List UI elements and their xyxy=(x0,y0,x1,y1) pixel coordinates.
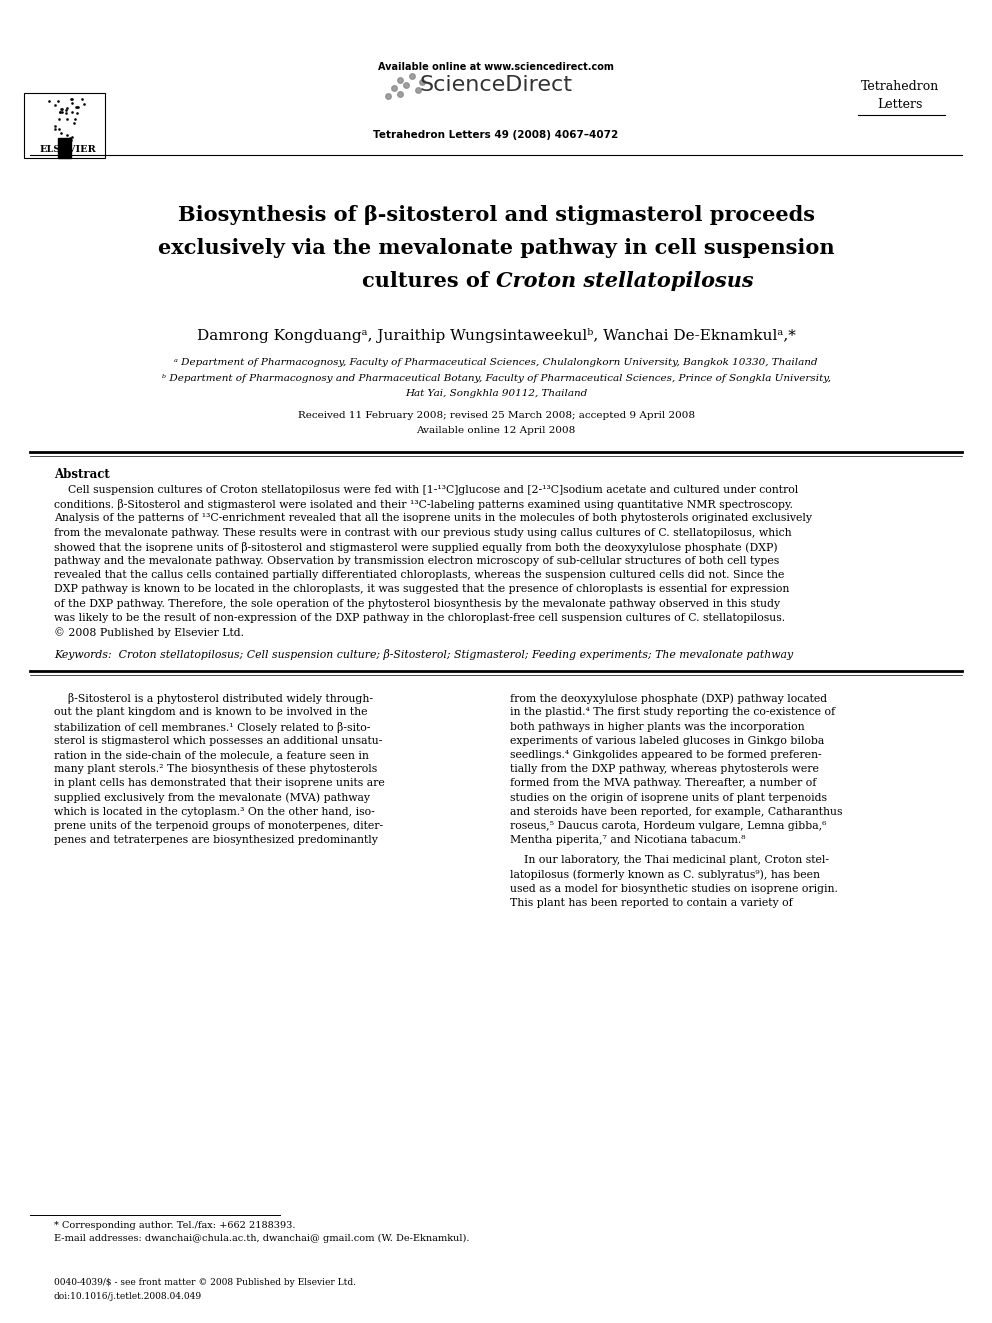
Text: studies on the origin of isoprene units of plant terpenoids: studies on the origin of isoprene units … xyxy=(510,792,827,803)
Text: Received 11 February 2008; revised 25 March 2008; accepted 9 April 2008: Received 11 February 2008; revised 25 Ma… xyxy=(298,411,694,419)
Text: cultures of: cultures of xyxy=(362,271,496,291)
Text: exclusively via the mevalonate pathway in cell suspension: exclusively via the mevalonate pathway i… xyxy=(158,238,834,258)
Text: formed from the MVA pathway. Thereafter, a number of: formed from the MVA pathway. Thereafter,… xyxy=(510,778,816,789)
Text: roseus,⁵ Daucus carota, Hordeum vulgare, Lemna gibba,⁶: roseus,⁵ Daucus carota, Hordeum vulgare,… xyxy=(510,822,826,831)
Text: stabilization of cell membranes.¹ Closely related to β-sito-: stabilization of cell membranes.¹ Closel… xyxy=(54,721,370,733)
Text: seedlings.⁴ Ginkgolides appeared to be formed preferen-: seedlings.⁴ Ginkgolides appeared to be f… xyxy=(510,750,821,759)
Text: ScienceDirect: ScienceDirect xyxy=(420,75,572,95)
Bar xyxy=(59,138,70,159)
Text: * Corresponding author. Tel./fax: +662 2188393.: * Corresponding author. Tel./fax: +662 2… xyxy=(54,1221,296,1230)
Text: Croton stellatopilosus: Croton stellatopilosus xyxy=(496,271,754,291)
Text: ᵇ Department of Pharmacognosy and Pharmaceutical Botany, Faculty of Pharmaceutic: ᵇ Department of Pharmacognosy and Pharma… xyxy=(162,374,830,382)
Text: penes and tetraterpenes are biosynthesized predominantly: penes and tetraterpenes are biosynthesiz… xyxy=(54,835,378,845)
Text: of the DXP pathway. Therefore, the sole operation of the phytosterol biosynthesi: of the DXP pathway. Therefore, the sole … xyxy=(54,598,780,609)
Text: Keywords:  Croton stellatopilosus; Cell suspension culture; β-Sitosterol; Stigma: Keywords: Croton stellatopilosus; Cell s… xyxy=(54,650,794,660)
Bar xyxy=(24,93,105,159)
Text: E-mail addresses: dwanchai@chula.ac.th, dwanchai@ gmail.com (W. De-Eknamkul).: E-mail addresses: dwanchai@chula.ac.th, … xyxy=(54,1234,469,1244)
Text: showed that the isoprene units of β-sitosterol and stigmasterol were supplied eq: showed that the isoprene units of β-sito… xyxy=(54,542,778,553)
Text: in the plastid.⁴ The first study reporting the co-existence of: in the plastid.⁴ The first study reporti… xyxy=(510,708,835,717)
Text: In our laboratory, the Thai medicinal plant, Croton stel-: In our laboratory, the Thai medicinal pl… xyxy=(510,856,829,865)
Text: doi:10.1016/j.tetlet.2008.04.049: doi:10.1016/j.tetlet.2008.04.049 xyxy=(54,1293,202,1301)
Text: DXP pathway is known to be located in the chloroplasts, it was suggested that th: DXP pathway is known to be located in th… xyxy=(54,585,790,594)
Text: ration in the side-chain of the molecule, a feature seen in: ration in the side-chain of the molecule… xyxy=(54,750,369,759)
Text: Biosynthesis of β-sitosterol and stigmasterol proceeds: Biosynthesis of β-sitosterol and stigmas… xyxy=(178,205,814,225)
Text: Cell suspension cultures of Croton stellatopilosus were fed with [1-¹³C]glucose : Cell suspension cultures of Croton stell… xyxy=(54,486,799,495)
Text: experiments of various labeled glucoses in Ginkgo biloba: experiments of various labeled glucoses … xyxy=(510,736,824,746)
Text: out the plant kingdom and is known to be involved in the: out the plant kingdom and is known to be… xyxy=(54,708,367,717)
Text: in plant cells has demonstrated that their isoprene units are: in plant cells has demonstrated that the… xyxy=(54,778,385,789)
Text: prene units of the terpenoid groups of monoterpenes, diter-: prene units of the terpenoid groups of m… xyxy=(54,822,383,831)
Text: which is located in the cytoplasm.³ On the other hand, iso-: which is located in the cytoplasm.³ On t… xyxy=(54,807,375,816)
Text: Available online at www.sciencedirect.com: Available online at www.sciencedirect.co… xyxy=(378,62,614,71)
Text: was likely to be the result of non-expression of the DXP pathway in the chloropl: was likely to be the result of non-expre… xyxy=(54,613,785,623)
Text: latopilosus (formerly known as C. sublyratus⁹), has been: latopilosus (formerly known as C. sublyr… xyxy=(510,869,820,880)
Text: Available online 12 April 2008: Available online 12 April 2008 xyxy=(417,426,575,435)
Text: Damrong Kongduangᵃ, Juraithip Wungsintaweekulᵇ, Wanchai De-Eknamkulᵃ,*: Damrong Kongduangᵃ, Juraithip Wungsintaw… xyxy=(196,328,796,343)
Text: 0040-4039/$ - see front matter © 2008 Published by Elsevier Ltd.: 0040-4039/$ - see front matter © 2008 Pu… xyxy=(54,1278,356,1287)
Text: from the mevalonate pathway. These results were in contrast with our previous st: from the mevalonate pathway. These resul… xyxy=(54,528,792,537)
Text: supplied exclusively from the mevalonate (MVA) pathway: supplied exclusively from the mevalonate… xyxy=(54,792,370,803)
Text: Abstract: Abstract xyxy=(54,468,110,482)
Text: many plant sterols.² The biosynthesis of these phytosterols: many plant sterols.² The biosynthesis of… xyxy=(54,765,377,774)
Text: pathway and the mevalonate pathway. Observation by transmission electron microsc: pathway and the mevalonate pathway. Obse… xyxy=(54,556,780,566)
Text: © 2008 Published by Elsevier Ltd.: © 2008 Published by Elsevier Ltd. xyxy=(54,627,244,638)
Text: Letters: Letters xyxy=(877,98,923,111)
Text: tially from the DXP pathway, whereas phytosterols were: tially from the DXP pathway, whereas phy… xyxy=(510,765,818,774)
Text: revealed that the callus cells contained partially differentiated chloroplasts, : revealed that the callus cells contained… xyxy=(54,570,785,581)
Text: Analysis of the patterns of ¹³C-enrichment revealed that all the isoprene units : Analysis of the patterns of ¹³C-enrichme… xyxy=(54,513,812,524)
Text: This plant has been reported to contain a variety of: This plant has been reported to contain … xyxy=(510,898,793,908)
Text: Tetrahedron Letters 49 (2008) 4067–4072: Tetrahedron Letters 49 (2008) 4067–4072 xyxy=(373,130,619,140)
Text: used as a model for biosynthetic studies on isoprene origin.: used as a model for biosynthetic studies… xyxy=(510,884,838,894)
Text: ᵃ Department of Pharmacognosy, Faculty of Pharmaceutical Sciences, Chulalongkorn: ᵃ Department of Pharmacognosy, Faculty o… xyxy=(175,359,817,366)
Text: ELSEVIER: ELSEVIER xyxy=(40,146,96,153)
Text: both pathways in higher plants was the incorporation: both pathways in higher plants was the i… xyxy=(510,721,805,732)
Text: Mentha piperita,⁷ and Nicotiana tabacum.⁸: Mentha piperita,⁷ and Nicotiana tabacum.… xyxy=(510,835,746,845)
Text: conditions. β-Sitosterol and stigmasterol were isolated and their ¹³C-labeling p: conditions. β-Sitosterol and stigmastero… xyxy=(54,499,793,511)
Text: Tetrahedron: Tetrahedron xyxy=(861,79,939,93)
Text: from the deoxyxylulose phosphate (DXP) pathway located: from the deoxyxylulose phosphate (DXP) p… xyxy=(510,693,827,704)
Text: sterol is stigmasterol which possesses an additional unsatu-: sterol is stigmasterol which possesses a… xyxy=(54,736,382,746)
Text: and steroids have been reported, for example, Catharanthus: and steroids have been reported, for exa… xyxy=(510,807,842,816)
Text: Hat Yai, Songkhla 90112, Thailand: Hat Yai, Songkhla 90112, Thailand xyxy=(405,389,587,398)
Text: β-Sitosterol is a phytosterol distributed widely through-: β-Sitosterol is a phytosterol distribute… xyxy=(54,693,373,704)
